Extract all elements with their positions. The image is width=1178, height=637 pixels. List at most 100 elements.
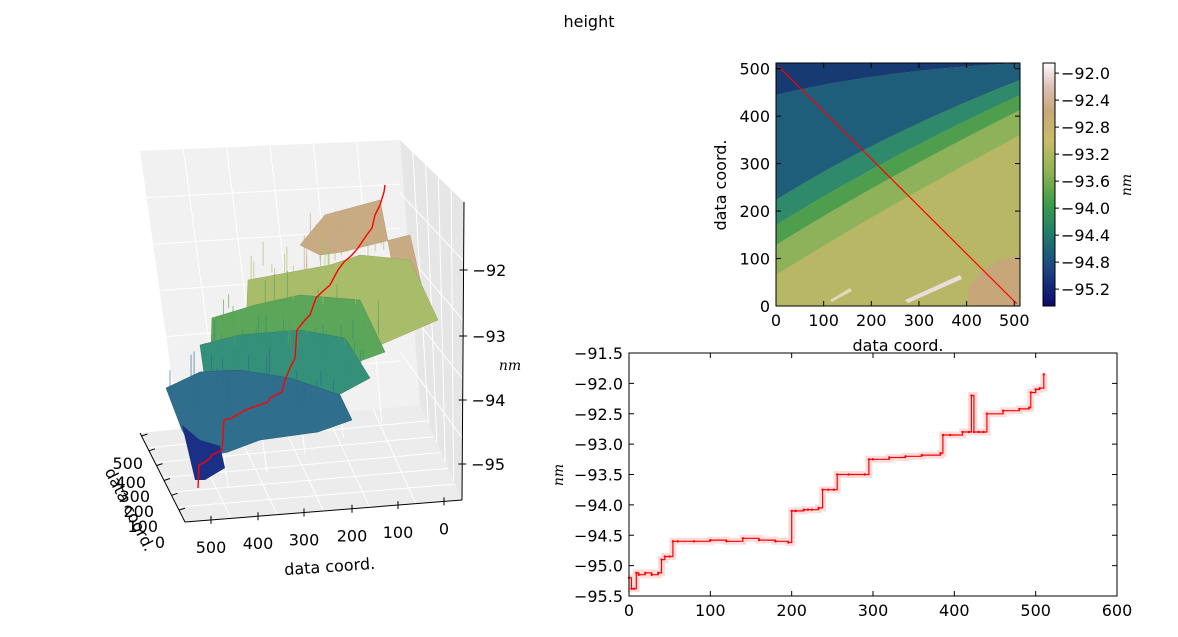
line-x-tick-label: 400 [939,601,970,620]
line-profile-point [863,473,867,476]
line-profile-point [967,430,971,434]
heatmap-y-tick-label: 300 [739,155,770,174]
x3d-tick-label: 400 [243,534,274,553]
z-axis-label: nm [499,358,521,374]
line-profile-point [668,555,671,558]
line-profile-point [676,540,679,543]
line-y-tick-label: −95.0 [574,557,623,576]
line-profile-point [709,538,712,542]
y3d-axis-line [139,432,186,523]
line-profile-point [787,541,790,544]
heatmap-frame [775,62,1021,307]
heatmap-x-tick-label: 100 [808,311,839,330]
line-profile-point [867,458,871,461]
surface [165,199,439,480]
line-y-tick-label: −94.5 [574,526,623,545]
heatmap-x-tick-label: 200 [856,311,887,330]
line-profile-point [1034,388,1037,391]
z-axis-ticks: −92 −93 −94 −95 [458,261,506,474]
line-profile-point [802,508,806,511]
z-axis-line [461,201,465,501]
colorbar-tick-label: −92.8 [1061,118,1110,137]
y3d-tick-mark [178,507,186,511]
x3d-tick-label: 0 [439,519,449,538]
line-profile-point [1001,409,1005,412]
line-profile-point [757,538,761,542]
grid-line [139,183,401,199]
grid-line [425,164,438,444]
colorbar-label: nm [1119,174,1135,196]
line-y-tick-label: −94.0 [574,496,623,515]
line-y-tick-label: −95.5 [574,587,623,606]
x3d-axis-label: data coord. [284,554,376,579]
line-y-ticks: −91.5 −92.0 −92.5 −93.0 −93.5 −94.0 −94.5 −95.0… [574,344,1117,606]
heatmap-x-tick-label: 400 [951,311,982,330]
line-profile-point [810,508,814,511]
line-profile-point [1018,407,1021,411]
heatmap-x-tick-label: 300 [904,311,935,330]
line-profile-point [1029,391,1032,394]
line-profile-point [972,430,976,434]
grid-line [437,177,446,463]
heatmap-y-tick-label: 500 [739,60,770,79]
terrace-deep [182,425,225,480]
line-profile-point [657,571,660,575]
line-profile-point [836,473,839,476]
figure-title: height [564,12,615,31]
line-profile-point [982,430,985,434]
line-profile-point [941,433,945,437]
line-profile-point [1027,406,1031,409]
heatmap-x-ticks: 0 100 200 300 400 500 [771,63,1030,330]
heatmap-profile-line [777,65,1018,305]
surface-profile-line [197,184,386,489]
heatmap-y-tick-label: 400 [739,107,770,126]
y3d-tick-label: 300 [119,487,150,506]
y3d-tick-mark [156,463,163,467]
heatmap-y-tick-label: 100 [739,250,770,269]
x3d-tick-label: 100 [383,523,414,542]
colorbar-tick-label: −92.4 [1061,91,1110,110]
x3d-tick-label: 300 [289,531,320,550]
line-profile-point [630,587,633,590]
line-y-tick-label: −92.5 [574,405,623,424]
line-y-tick-label: −91.5 [574,344,623,363]
heatmap-x-label: data coord. [852,336,943,355]
line-profile-point [644,571,647,575]
line-profile-point [806,508,810,511]
x3d-axis-ticks: 500 400 300 200 100 0 [196,497,449,557]
y3d-tick-mark [141,433,148,437]
line-y-tick-label: −92.0 [574,374,623,393]
line-profile-point [632,587,636,590]
grid-line [372,409,417,504]
line-profile-point [847,473,850,476]
line-profile-point [904,455,907,458]
line-profile-point [774,540,777,543]
heatmap-y-tick-label: 200 [739,202,770,221]
line-y-tick-label: −93.0 [574,435,623,454]
grid-line [450,189,455,482]
heatmap-x-tick-label: 500 [999,311,1030,330]
y3d-tick-mark [148,448,156,452]
surface-3d-chart: −92−93−94−95 nm 500 400 300 200 100 0 data co… [101,140,521,579]
line-profile-point [741,537,745,540]
line-profile-point [725,540,728,543]
line-profile-point [660,558,663,561]
x3d-axis-line [184,499,463,523]
line-x-tick-label: 500 [1020,601,1051,620]
line-profile-point [888,456,891,459]
line-profile-point [650,573,653,576]
y3d-tick-label: 400 [115,473,146,492]
heatmap-chart: 0 100 200 300 400 500 0 100 200 300 400 500 data c… [711,60,1135,355]
line-profile-point [671,540,675,543]
line-profile-point [871,458,875,461]
line-profile-point [920,453,923,457]
y3d-tick-mark [163,477,171,481]
y3d-tick-label: 100 [127,517,158,536]
y3d-tick-label: 500 [112,454,143,473]
colorbar-tick-label: −93.6 [1061,172,1110,191]
line-profile-point [827,488,830,491]
y3d-tick-mark [171,492,178,496]
line-profile-point [692,540,696,543]
line-profile-point [1042,373,1046,376]
line-profile-point [977,430,980,434]
